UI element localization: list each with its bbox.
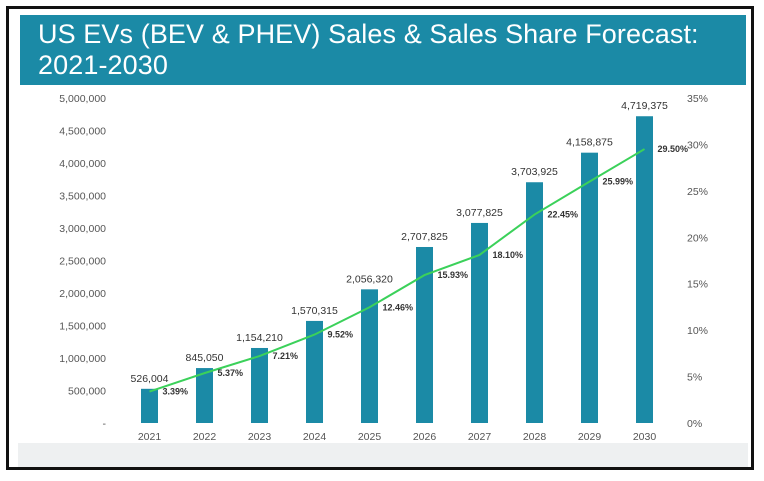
- sales-bar: [581, 152, 598, 423]
- sales-share-label: 9.52%: [328, 330, 354, 340]
- y-left-tick-label: 4,000,000: [59, 158, 106, 170]
- y-left-tick-label: 1,500,000: [59, 321, 106, 333]
- y-left-tick-label: 5,000,000: [59, 93, 106, 105]
- y-left-tick-label: 3,000,000: [59, 223, 106, 235]
- y-right-tick-label: 35%: [687, 93, 708, 105]
- sales-value-label: 845,050: [186, 352, 224, 364]
- x-tick-label: 2025: [358, 431, 382, 443]
- chart-title: US EVs (BEV & PHEV) Sales & Sales Share …: [38, 19, 699, 80]
- sales-share-label: 18.10%: [493, 250, 524, 260]
- y-left-tick-label: -: [103, 418, 107, 430]
- sales-value-label: 2,707,825: [401, 231, 448, 243]
- y-right-tick-label: 5%: [687, 372, 702, 384]
- y-right-tick-label: 10%: [687, 325, 708, 337]
- sales-bar: [306, 320, 323, 423]
- x-tick-label: 2022: [193, 431, 217, 443]
- x-tick-label: 2030: [633, 431, 657, 443]
- x-tick-label: 2027: [468, 431, 492, 443]
- y-right-tick-label: 0%: [687, 418, 702, 430]
- x-tick-label: 2021: [138, 431, 162, 443]
- sales-share-label: 5.37%: [218, 368, 244, 378]
- sales-bar: [416, 246, 433, 423]
- y-left-tick-label: 500,000: [68, 386, 106, 398]
- sales-bar: [361, 289, 378, 423]
- sales-share-label: 29.50%: [658, 144, 689, 154]
- sales-value-label: 3,703,925: [511, 166, 558, 178]
- sales-bar: [251, 347, 268, 423]
- sales-share-label: 3.39%: [163, 387, 189, 397]
- sales-value-label: 3,077,825: [456, 207, 503, 219]
- sales-share-label: 12.46%: [383, 302, 414, 312]
- x-tick-label: 2029: [578, 431, 602, 443]
- title-banner: US EVs (BEV & PHEV) Sales & Sales Share …: [20, 15, 746, 85]
- sales-value-label: 2,056,320: [346, 273, 393, 285]
- sales-bar: [196, 368, 213, 423]
- x-tick-label: 2028: [523, 431, 547, 443]
- sales-share-label: 7.21%: [273, 351, 299, 361]
- sales-share-label: 15.93%: [438, 270, 469, 280]
- y-right-tick-label: 30%: [687, 139, 708, 151]
- footer-strip: [18, 443, 748, 467]
- sales-bar: [141, 388, 158, 423]
- y-left-tick-label: 2,000,000: [59, 288, 106, 300]
- sales-value-label: 4,158,875: [566, 137, 613, 149]
- x-tick-label: 2024: [303, 431, 327, 443]
- y-left-tick-label: 4,500,000: [59, 126, 106, 138]
- sales-bar: [636, 116, 653, 423]
- x-tick-label: 2023: [248, 431, 272, 443]
- y-left-tick-label: 3,500,000: [59, 191, 106, 203]
- x-tick-label: 2026: [413, 431, 437, 443]
- sales-share-label: 22.45%: [548, 210, 579, 220]
- sales-share-line: [149, 148, 646, 393]
- y-right-tick-label: 15%: [687, 279, 708, 291]
- y-right-tick-label: 25%: [687, 186, 708, 198]
- sales-bar: [526, 182, 543, 423]
- y-left-tick-label: 2,500,000: [59, 256, 106, 268]
- sales-value-label: 1,570,315: [291, 305, 338, 317]
- sales-value-label: 4,719,375: [621, 100, 668, 112]
- y-left-tick-label: 1,000,000: [59, 353, 106, 365]
- sales-value-label: 526,004: [131, 373, 169, 385]
- sales-bar: [471, 222, 488, 423]
- sales-share-label: 25.99%: [603, 177, 634, 187]
- sales-value-label: 1,154,210: [236, 332, 283, 344]
- y-right-tick-label: 20%: [687, 232, 708, 244]
